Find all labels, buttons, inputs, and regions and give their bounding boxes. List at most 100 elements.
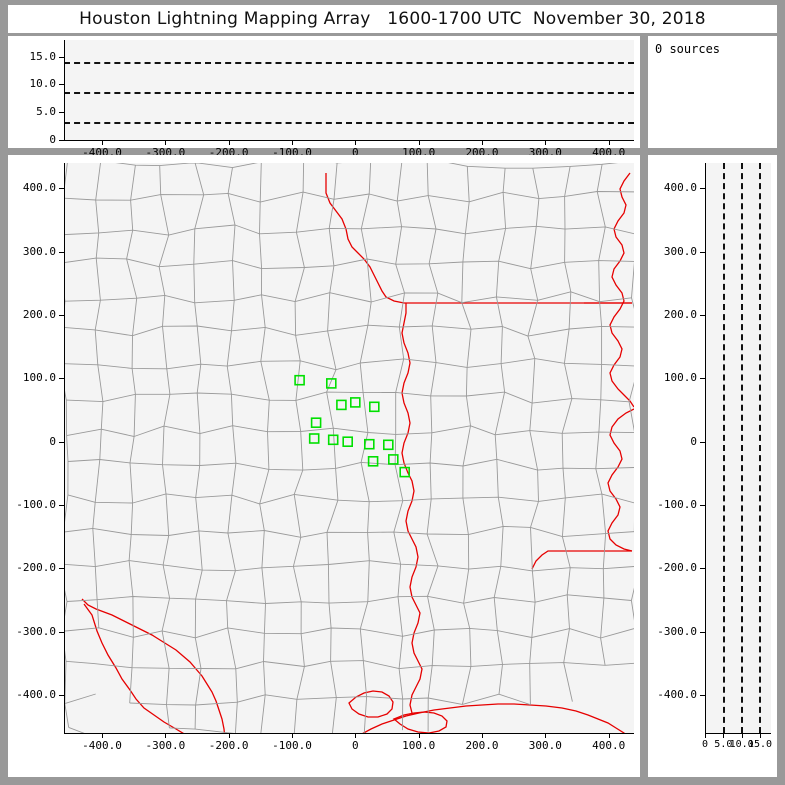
y-tick <box>700 695 706 696</box>
lma-station-marker[interactable] <box>310 417 322 428</box>
y-tick-label: 10.0 <box>29 77 57 91</box>
x-tick-label: 200.0 <box>465 739 499 752</box>
altitude-vs-north-south-plot[interactable] <box>705 163 771 733</box>
tl-x-axis <box>64 140 634 141</box>
x-tick <box>418 733 420 738</box>
source-count-label: 0 sources <box>655 42 721 56</box>
lma-station-marker[interactable] <box>387 454 399 465</box>
lma-station-marker[interactable] <box>336 399 347 411</box>
source-count-panel[interactable]: 0 sources <box>648 36 777 148</box>
y-tick <box>59 188 65 190</box>
y-tick <box>700 441 706 443</box>
y-tick <box>59 695 65 696</box>
map-x-axis <box>64 733 634 734</box>
lma-station-marker[interactable] <box>367 455 379 467</box>
lma-station-marker[interactable] <box>327 434 339 446</box>
y-tick <box>59 84 65 86</box>
altitude-vs-north-south-panel[interactable]: 0 5.0 10.0 15.0 -400.0 -300.0 -200.0 -100.0 0 100… <box>648 155 777 777</box>
y-tick-label: 300.0 <box>22 244 56 258</box>
plan-view-map-plot[interactable] <box>64 163 634 733</box>
x-tick <box>228 140 230 145</box>
lma-station-marker[interactable] <box>294 374 305 386</box>
y-tick-label: -300.0 <box>657 624 697 638</box>
x-tick <box>545 733 547 738</box>
y-tick-label: -300.0 <box>16 624 56 638</box>
x-tick <box>723 733 725 738</box>
x-tick <box>482 140 483 145</box>
map-graphics <box>64 163 634 733</box>
gridline-15 <box>759 163 761 733</box>
y-tick-label: 5.0 <box>36 105 56 119</box>
trinity-bay <box>348 690 394 718</box>
altitude-vs-east-west-plot[interactable] <box>64 40 634 140</box>
x-tick <box>418 140 420 145</box>
louisiana-mississippi-border <box>607 408 634 552</box>
lma-station-marker[interactable] <box>325 378 337 389</box>
tl-y-axis <box>64 40 65 141</box>
x-tick-label: -400.0 <box>82 739 122 752</box>
y-tick-label: -200.0 <box>657 561 697 575</box>
y-tick <box>59 568 65 570</box>
y-tick <box>700 378 706 380</box>
page-title: Houston Lightning Mapping Array 1600-170… <box>79 9 706 29</box>
lma-station-marker[interactable] <box>363 438 375 450</box>
x-tick-label: 300.0 <box>528 739 562 752</box>
x-tick-label: 15.0 <box>747 739 773 750</box>
y-tick <box>700 251 706 253</box>
x-tick <box>741 733 743 738</box>
y-tick-label: -400.0 <box>657 688 697 701</box>
y-tick <box>59 631 65 633</box>
gridline-10 <box>64 92 634 94</box>
y-tick-label: 200.0 <box>22 308 56 321</box>
gridline-15 <box>64 62 634 64</box>
y-tick-label: 300.0 <box>663 244 697 258</box>
lma-station-marker[interactable] <box>399 466 411 478</box>
rio-grande-border <box>81 598 226 733</box>
y-tick <box>700 631 706 633</box>
x-tick <box>355 140 357 145</box>
x-tick <box>292 733 293 738</box>
y-tick <box>59 112 65 114</box>
plan-view-map-panel[interactable]: -400.0 -300.0 -200.0 -100.0 0 100.0 200.0 300.0… <box>8 155 640 777</box>
lma-station-markers[interactable] <box>294 374 411 478</box>
rt-x-axis <box>705 733 771 734</box>
y-tick <box>59 378 65 380</box>
y-tick <box>700 505 706 506</box>
y-tick-label: 100.0 <box>22 371 56 385</box>
x-tick-label: -300.0 <box>145 739 186 752</box>
x-tick-label: 100.0 <box>402 739 436 752</box>
lma-station-marker[interactable] <box>349 397 361 408</box>
x-tick-label: -100.0 <box>272 739 312 752</box>
lma-station-marker[interactable] <box>308 433 320 444</box>
lma-station-marker[interactable] <box>382 439 394 451</box>
louisiana-south-border <box>531 550 632 570</box>
y-tick <box>700 315 706 316</box>
window-title-bar: Houston Lightning Mapping Array 1600-170… <box>8 5 777 33</box>
sabine-lake <box>392 711 448 733</box>
x-tick <box>705 733 706 738</box>
altitude-vs-east-west-panel[interactable]: -400.0 -300.0 -200.0 -100.0 0 100.0 200.0 300.0… <box>8 36 640 159</box>
y-tick <box>59 140 65 141</box>
x-tick-label: 0 <box>701 739 709 750</box>
x-tick <box>102 733 103 738</box>
x-tick-label: -200.0 <box>208 739 249 752</box>
texas-oklahoma-border <box>325 173 632 304</box>
lma-station-marker[interactable] <box>342 436 354 448</box>
y-tick-label: 200.0 <box>663 308 697 321</box>
x-tick-label: 0 <box>352 146 359 159</box>
county-borders-vertical <box>64 163 634 733</box>
lma-station-marker[interactable] <box>368 401 380 413</box>
gridline-5 <box>723 163 725 733</box>
x-tick <box>102 140 103 145</box>
county-borders-horizontal <box>64 163 634 733</box>
y-tick <box>59 56 65 58</box>
y-tick <box>59 441 65 443</box>
y-tick-label: -400.0 <box>16 688 56 701</box>
x-tick-label: 0 <box>352 739 359 752</box>
y-tick-label: -100.0 <box>16 498 56 511</box>
x-tick <box>482 733 483 738</box>
y-tick <box>59 251 65 253</box>
gridline-10 <box>741 163 743 733</box>
x-tick-label: 400.0 <box>592 739 626 752</box>
gulf-coastline <box>83 603 625 733</box>
